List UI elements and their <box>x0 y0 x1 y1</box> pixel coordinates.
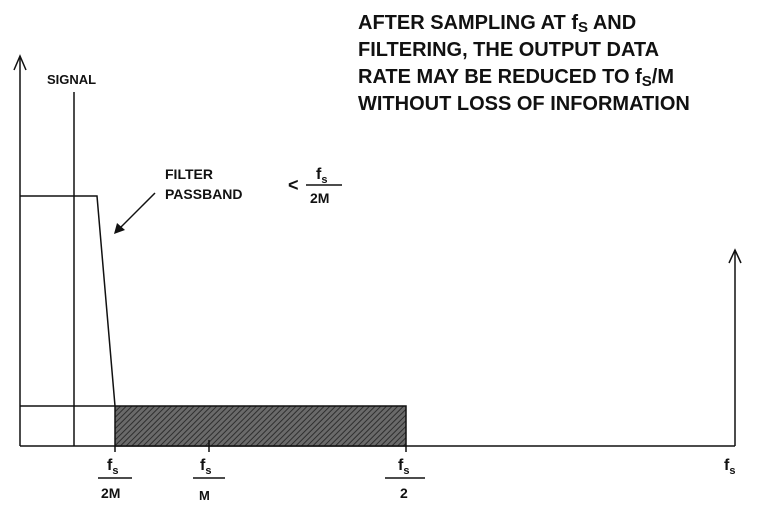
bandwidth-numerator: fs <box>316 166 327 186</box>
tick-label-fs-2m-den: 2M <box>101 485 120 501</box>
less-than-sign: < <box>288 175 299 195</box>
caption-line-2: FILTERING, THE OUTPUT DATA <box>358 39 660 61</box>
filter-arrow-head-icon <box>114 223 125 234</box>
filtered-noise-region <box>114 405 407 447</box>
figure-caption: AFTER SAMPLING AT fS AND FILTERING, THE … <box>358 10 753 118</box>
tick-label-fs-m-den: M <box>199 488 210 503</box>
caption-line-1: AFTER SAMPLING AT fS AND <box>358 12 637 36</box>
signal-label: SIGNAL <box>47 72 96 87</box>
tick-label-fs-2-den: 2 <box>400 485 408 501</box>
axis-label-fs: fs <box>724 457 735 477</box>
y-axis-fs-arrow-icon <box>728 248 742 264</box>
bandwidth-denominator: 2M <box>310 190 329 206</box>
filter-response <box>20 195 116 407</box>
filter-label: FILTER <box>165 166 213 182</box>
tick-label-fs-2-num: fs <box>398 457 409 477</box>
filter-arrow <box>115 192 156 233</box>
y-axis-left-arrow-icon <box>13 54 27 71</box>
tick-label-fs-m-num: fs <box>200 457 211 477</box>
tick-label-fs-2m-num: fs <box>107 457 118 477</box>
caption-line-4: WITHOUT LOSS OF INFORMATION <box>358 93 690 115</box>
caption-line-3: RATE MAY BE REDUCED TO fS/M <box>358 66 674 90</box>
passband-label: PASSBAND <box>165 186 243 202</box>
